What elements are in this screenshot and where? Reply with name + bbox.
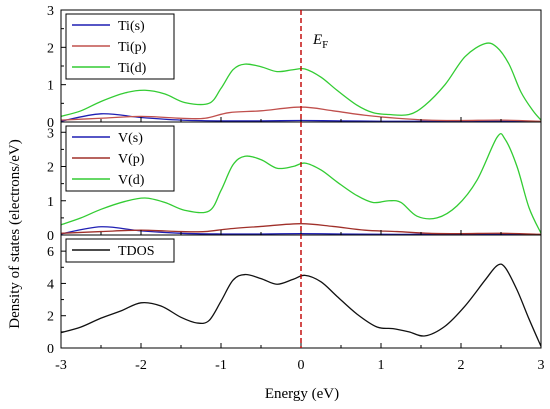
y-tick-label: 1 (47, 79, 54, 94)
y-tick-label: 3 (47, 126, 54, 141)
series-line-tdos (60, 263, 542, 347)
x-tick-label: 3 (538, 358, 545, 373)
y-tick-label: 2 (47, 310, 54, 325)
y-tick-label: 0 (47, 116, 54, 131)
legend-label: TDOS (118, 244, 155, 259)
y-tick-label: 4 (47, 277, 54, 292)
legend: Ti(s) Ti(p) Ti(d) (65, 13, 175, 80)
x-tick-label: -1 (215, 358, 227, 373)
fermi-label: EF (312, 32, 328, 51)
x-tick-label: -2 (135, 358, 147, 373)
x-tick-label: -3 (55, 358, 67, 373)
legend-label: Ti(s) (118, 19, 145, 34)
series-line-v-p (60, 223, 542, 235)
series-line-v-d (60, 133, 542, 234)
panel-3: 0 2 4 6 TDOS (47, 234, 542, 357)
legend-label: Ti(d) (118, 61, 147, 76)
y-tick-label: 1 (47, 195, 54, 210)
legend: V(s) V(p) V(d) (65, 125, 175, 192)
x-tick-label: 2 (458, 358, 465, 373)
x-axis-title: Energy (eV) (265, 386, 339, 402)
y-tick-label: 6 (47, 245, 54, 260)
legend-label: V(d) (118, 173, 145, 188)
legend-label: V(p) (118, 152, 145, 167)
legend: TDOS (65, 238, 175, 263)
series-line-ti-d (60, 42, 542, 121)
y-tick-label: 0 (47, 342, 54, 357)
y-tick-label: 3 (47, 4, 54, 19)
panel-2: 0 1 2 3 V(s) V(p) V(d) (47, 121, 542, 244)
y-tick-label: 0 (47, 229, 54, 244)
legend-label: V(s) (118, 131, 143, 146)
x-tick-label: 0 (298, 358, 305, 373)
x-tick-label: 1 (378, 358, 385, 373)
legend-label: Ti(p) (118, 40, 147, 55)
x-axis-ticks: -3 -2 -1 0 1 2 3 (55, 358, 544, 373)
panel-1: 0 1 2 3 Ti(s) Ti(p) Ti(d) (47, 4, 542, 131)
legend-box (65, 238, 175, 263)
y-axis-title: Density of states (electrons/eV) (7, 139, 23, 329)
y-tick-label: 2 (47, 161, 54, 176)
panels: 0 1 2 3 Ti(s) Ti(p) Ti(d) 0 1 2 3 V(s) V(p) V(d) 0 2 4 6 T… (47, 4, 542, 357)
y-tick-label: 2 (47, 41, 54, 56)
